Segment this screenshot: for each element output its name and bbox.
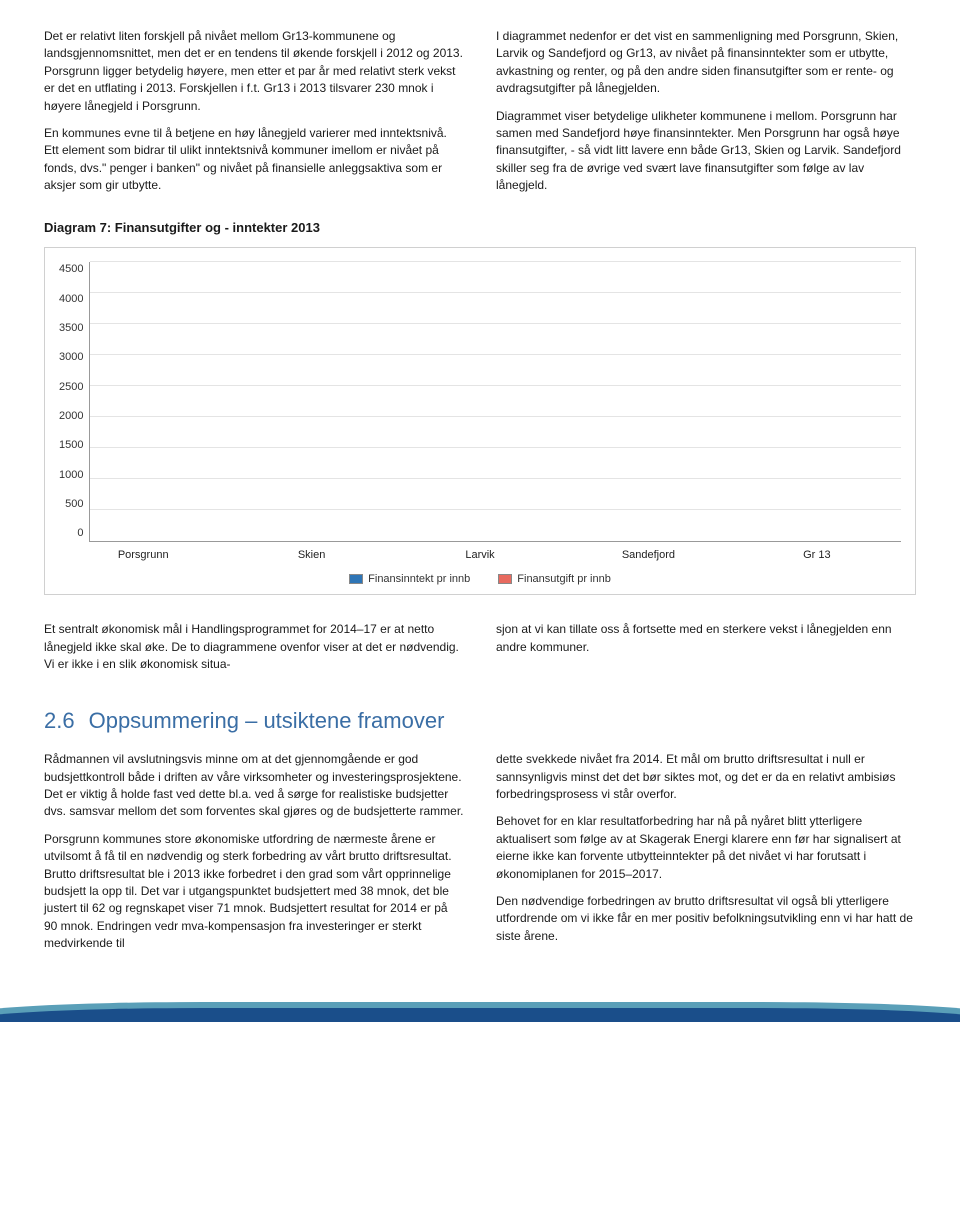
chart-legend: Finansinntekt pr innb Finansutgift pr inn…: [59, 572, 901, 588]
chart-area: 4500 4000 3500 3000 2500 2000 1500 1000 500 0: [59, 262, 901, 542]
x-tick-label: Sandefjord: [564, 548, 732, 564]
gridline: [90, 261, 901, 262]
para: Behovet for en klar resultatforbedring h…: [496, 813, 916, 883]
gridline: [90, 447, 901, 448]
page-footer: Årsberetning 2013 17: [44, 999, 916, 1022]
x-tick-label: Gr 13: [733, 548, 901, 564]
section-right: dette svekkede nivået fra 2014. Et mål o…: [496, 751, 916, 962]
mid-left: Et sentralt økonomisk mål i Handlingspro…: [44, 621, 464, 683]
gridline: [90, 509, 901, 510]
para: sjon at vi kan tillate oss å fortsette m…: [496, 621, 916, 656]
legend-swatch: [349, 574, 363, 584]
gridline: [90, 323, 901, 324]
bars-row: [90, 262, 901, 541]
y-tick-label: 4500: [59, 262, 83, 278]
intro-columns: Det er relativt liten forskjell på nivåe…: [44, 28, 916, 205]
para: Det er relativt liten forskjell på nivåe…: [44, 28, 464, 115]
section-title: Oppsummering – utsiktene framover: [89, 708, 445, 733]
x-tick-label: Skien: [227, 548, 395, 564]
mid-right: sjon at vi kan tillate oss å fortsette m…: [496, 621, 916, 683]
x-tick-label: Larvik: [396, 548, 564, 564]
para: En kommunes evne til å betjene en høy lå…: [44, 125, 464, 195]
footer-left: Årsberetning 2013: [44, 1005, 142, 1022]
y-tick-label: 500: [65, 497, 83, 513]
y-tick-label: 3500: [59, 321, 83, 337]
legend-item: Finansinntekt pr innb: [349, 572, 470, 588]
page-number: 17: [903, 1005, 916, 1022]
para: Den nødvendige forbedringen av brutto dr…: [496, 893, 916, 945]
para: Diagrammet viser betydelige ulikheter ko…: [496, 108, 916, 195]
mid-columns: Et sentralt økonomisk mål i Handlingspro…: [44, 621, 916, 683]
para: Et sentralt økonomisk mål i Handlingspro…: [44, 621, 464, 673]
y-tick-label: 1000: [59, 468, 83, 484]
y-tick-label: 0: [77, 526, 83, 542]
y-tick-label: 3000: [59, 350, 83, 366]
section-heading: 2.6 Oppsummering – utsiktene framover: [44, 705, 916, 737]
plot-area: [89, 262, 901, 542]
y-axis: 4500 4000 3500 3000 2500 2000 1500 1000 500 0: [59, 262, 89, 542]
legend-swatch: [498, 574, 512, 584]
y-tick-label: 1500: [59, 438, 83, 454]
legend-item: Finansutgift pr innb: [498, 572, 611, 588]
gridline: [90, 354, 901, 355]
x-tick-label: Porsgrunn: [59, 548, 227, 564]
y-tick-label: 2000: [59, 409, 83, 425]
section-left: Rådmannen vil avslutningsvis minne om at…: [44, 751, 464, 962]
para: Rådmannen vil avslutningsvis minne om at…: [44, 751, 464, 821]
y-tick-label: 4000: [59, 292, 83, 308]
legend-label: Finansinntekt pr innb: [368, 573, 470, 585]
section-columns: Rådmannen vil avslutningsvis minne om at…: [44, 751, 916, 962]
para: Porsgrunn kommunes store økonomiske utfo…: [44, 831, 464, 953]
gridline: [90, 416, 901, 417]
para: I diagrammet nedenfor er det vist en sam…: [496, 28, 916, 98]
diagram-title: Diagram 7: Finansutgifter og - inntekter…: [44, 219, 916, 238]
x-axis-labels: PorsgrunnSkienLarvikSandefjordGr 13: [59, 548, 901, 564]
y-tick-label: 2500: [59, 380, 83, 396]
gridline: [90, 478, 901, 479]
legend-label: Finansutgift pr innb: [517, 573, 611, 585]
section-number: 2.6: [44, 708, 75, 733]
intro-left: Det er relativt liten forskjell på nivåe…: [44, 28, 464, 205]
intro-right: I diagrammet nedenfor er det vist en sam…: [496, 28, 916, 205]
gridline: [90, 292, 901, 293]
para: dette svekkede nivået fra 2014. Et mål o…: [496, 751, 916, 803]
chart-container: 4500 4000 3500 3000 2500 2000 1500 1000 500 0 Por…: [44, 247, 916, 595]
gridline: [90, 385, 901, 386]
